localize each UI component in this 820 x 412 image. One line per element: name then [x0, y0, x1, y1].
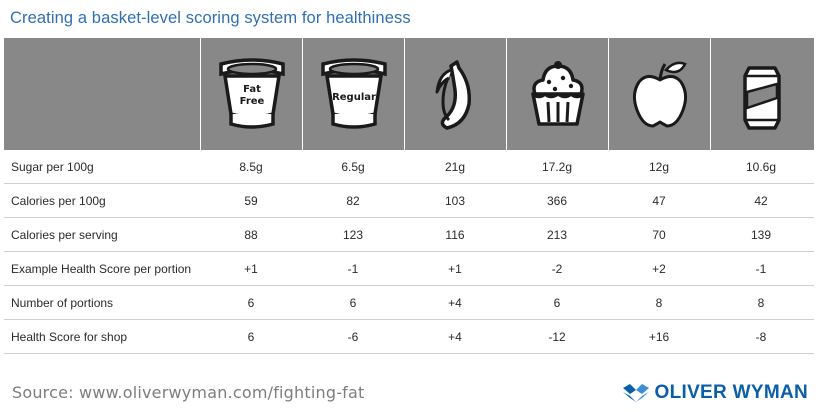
table-cell: 213 — [546, 227, 568, 242]
fat-free-label-line2: Free — [239, 96, 264, 107]
table-row: Number of portions 6 6 +4 6 8 8 — [4, 286, 814, 320]
table-cell: 123 — [342, 227, 364, 242]
header-cell-banana — [404, 38, 506, 150]
table-cell: 6 — [349, 295, 357, 310]
table-cell: -12 — [548, 329, 566, 344]
row-label: Calories per 100g — [11, 193, 106, 208]
oliver-wyman-logo-icon — [622, 384, 649, 402]
header-cell-fat-free: Fat Free — [200, 38, 302, 150]
table-cell: +4 — [448, 295, 462, 310]
table-cell: 6 — [553, 295, 561, 310]
table-row: Calories per 100g 59 82 103 366 47 42 — [4, 184, 814, 218]
header-cell-regular: Regular — [302, 38, 404, 150]
table-cell: +16 — [648, 329, 670, 344]
table-cell: +2 — [652, 261, 666, 276]
table-cell: -1 — [755, 261, 767, 276]
row-label: Health Score for shop — [11, 329, 128, 344]
table-cell: 139 — [750, 227, 772, 242]
table-cell: 116 — [445, 227, 465, 242]
row-label: Calories per serving — [11, 227, 118, 242]
table-row: Sugar per 100g 8.5g 6.5g 21g 17.2g 12g 1… — [4, 150, 814, 184]
header-label-cell — [4, 38, 200, 150]
table-cell: 366 — [546, 193, 568, 208]
table-header-row: Fat Free Regular — [4, 38, 814, 150]
logo-text: OLIVER WYMAN — [654, 382, 808, 403]
header-cell-apple — [608, 38, 710, 150]
page-title: Creating a basket-level scoring system f… — [10, 9, 411, 27]
table-row: Calories per serving 88 123 116 213 70 1… — [4, 218, 814, 252]
table-row: Example Health Score per portion +1 -1 +… — [4, 252, 814, 286]
table-cell: 103 — [444, 193, 466, 208]
table-cell: 6.5g — [341, 159, 365, 174]
row-label: Sugar per 100g — [11, 159, 94, 174]
table-cell: -1 — [347, 261, 359, 276]
table-cell: 8.5g — [239, 159, 263, 174]
apple-icon — [632, 61, 687, 128]
source-note: Source: www.oliverwyman.com/fighting-fat — [12, 383, 365, 402]
table-cell: +1 — [244, 261, 258, 276]
cupcake-icon — [530, 61, 585, 126]
table-cell: 21g — [444, 159, 466, 174]
soda-can-icon — [742, 66, 781, 130]
table-cell: +1 — [448, 261, 462, 276]
fat-free-yogurt-icon: Fat Free — [218, 58, 285, 129]
table-cell: -2 — [551, 261, 563, 276]
banana-icon — [435, 60, 471, 130]
header-cell-soda-can — [710, 38, 812, 150]
table-cell: 6 — [247, 295, 255, 310]
header-cell-cupcake — [506, 38, 608, 150]
fat-free-label-line1: Fat — [243, 84, 261, 95]
table-cell: 70 — [652, 227, 666, 242]
table-cell: -6 — [347, 329, 359, 344]
table-cell: 88 — [244, 227, 258, 242]
table-cell: 10.6g — [745, 159, 777, 174]
oliver-wyman-logo: OLIVER WYMAN — [622, 382, 809, 404]
table-cell: 47 — [652, 193, 666, 208]
table-cell: 82 — [346, 193, 360, 208]
table-cell: +4 — [448, 329, 462, 344]
table-cell: 42 — [754, 193, 768, 208]
table-cell: 59 — [244, 193, 258, 208]
table-cell: 8 — [757, 295, 765, 310]
regular-yogurt-icon: Regular — [320, 58, 387, 129]
table-cell: 8 — [655, 295, 663, 310]
health-score-table: Fat Free Regular — [4, 38, 814, 354]
table-cell: 12g — [648, 159, 670, 174]
row-label: Example Health Score per portion — [11, 261, 192, 276]
regular-label: Regular — [332, 92, 376, 103]
table-row: Health Score for shop 6 -6 +4 -12 +16 -8 — [4, 320, 814, 354]
row-label: Number of portions — [11, 295, 114, 310]
table-cell: 6 — [247, 329, 255, 344]
table-cell: -8 — [755, 329, 767, 344]
table-cell: 17.2g — [541, 159, 573, 174]
